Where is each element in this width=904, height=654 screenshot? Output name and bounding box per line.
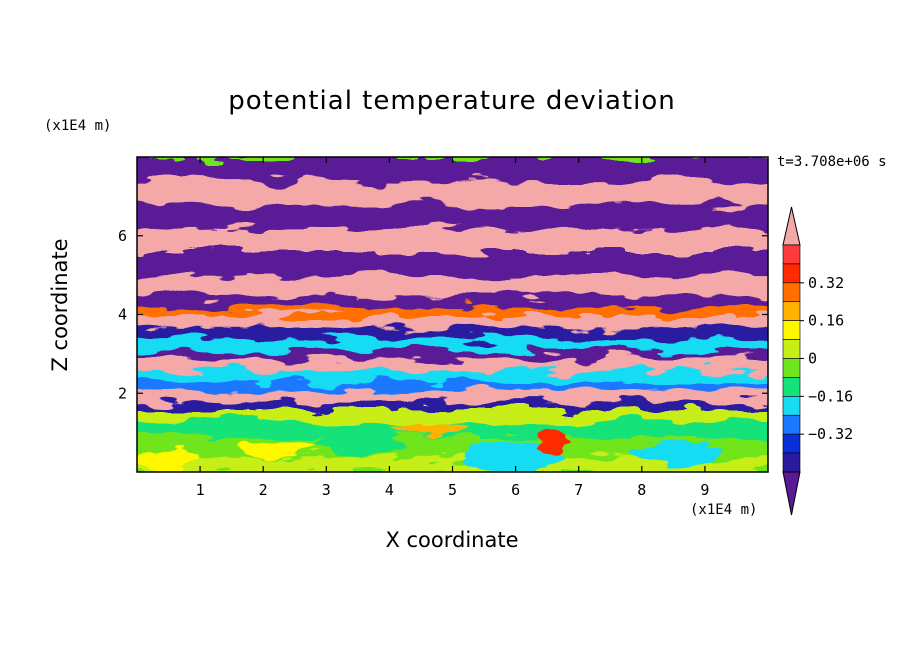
colorbar-box [782, 320, 801, 340]
colorbar: 0.32 0.16 0 −0.16 −0.32 [782, 206, 853, 516]
contour-patch [181, 416, 283, 433]
contour-band [137, 294, 768, 308]
colorbar-box [782, 433, 801, 454]
x-unit-label: (x1E4 m) [690, 502, 758, 518]
colorbar-box [782, 339, 801, 359]
contour-band [137, 204, 768, 229]
colorbar-label: 0 [808, 350, 817, 368]
contour-band [137, 349, 768, 359]
colorbar-label: 0.16 [808, 312, 844, 330]
colorbar-label: 0.32 [808, 274, 844, 292]
contour-patch [237, 440, 314, 457]
z-unit-label: (x1E4 m) [44, 118, 112, 134]
contour-field [137, 157, 768, 472]
y-tick-label: 2 [118, 384, 127, 402]
x-tick-label: 5 [448, 481, 457, 499]
contour-patch [313, 432, 403, 457]
colorbar-box [782, 301, 801, 321]
contour-band [137, 456, 768, 472]
contour-band [137, 381, 768, 391]
contour-band [137, 227, 768, 253]
contour-band [137, 180, 768, 206]
contour-band [137, 389, 768, 403]
x-tick-label: 2 [259, 481, 268, 499]
colorbar-box [782, 358, 801, 378]
y-tick-label: 6 [118, 227, 127, 245]
colorbar-box [782, 452, 801, 473]
contour-patch [629, 440, 718, 465]
time-label: t=3.708e+06 s [777, 154, 887, 170]
x-tick-label: 4 [385, 481, 394, 499]
colorbar-extend-top [782, 206, 801, 246]
contour-patch [465, 440, 567, 472]
colorbar-box [782, 244, 801, 265]
contour-band [137, 275, 768, 296]
contour-band [137, 314, 768, 328]
colorbar-label: −0.16 [808, 387, 853, 405]
contour-band [137, 306, 768, 316]
x-axis-label-text: X coordinate [385, 528, 519, 552]
contour-band [137, 357, 768, 371]
x-axis-label: X coordinate [0, 528, 904, 552]
contour-band [137, 409, 768, 422]
x-tick-label: 1 [196, 481, 205, 499]
contour-band [137, 326, 768, 340]
y-ticks: 2 4 6 [118, 227, 768, 402]
contour-band [137, 338, 768, 351]
chart-title: potential temperature deviation [228, 86, 676, 116]
contour-band [137, 251, 768, 277]
contour-band [137, 401, 768, 410]
contour-patch [389, 420, 466, 437]
x-tick-label: 3 [322, 481, 331, 499]
colorbar-box [782, 263, 801, 284]
colorbar-box [782, 414, 801, 435]
x-tick-label: 8 [637, 481, 646, 499]
y-tick-label: 4 [118, 306, 127, 324]
contour-layers [137, 157, 768, 472]
contour-patch [540, 428, 567, 453]
colorbar-box [782, 377, 801, 397]
contour-patch [137, 450, 201, 471]
colorbar-box [782, 282, 801, 303]
colorbar-label: −0.32 [808, 425, 853, 443]
contour-band [137, 369, 768, 383]
x-tick-label: 7 [574, 481, 583, 499]
colorbar-box [782, 396, 801, 416]
colorbar-extend-bottom [782, 471, 801, 516]
x-tick-label: 6 [511, 481, 520, 499]
x-ticks: 1 2 3 4 5 6 7 8 9 [196, 157, 709, 499]
x-tick-label: 9 [700, 481, 709, 499]
